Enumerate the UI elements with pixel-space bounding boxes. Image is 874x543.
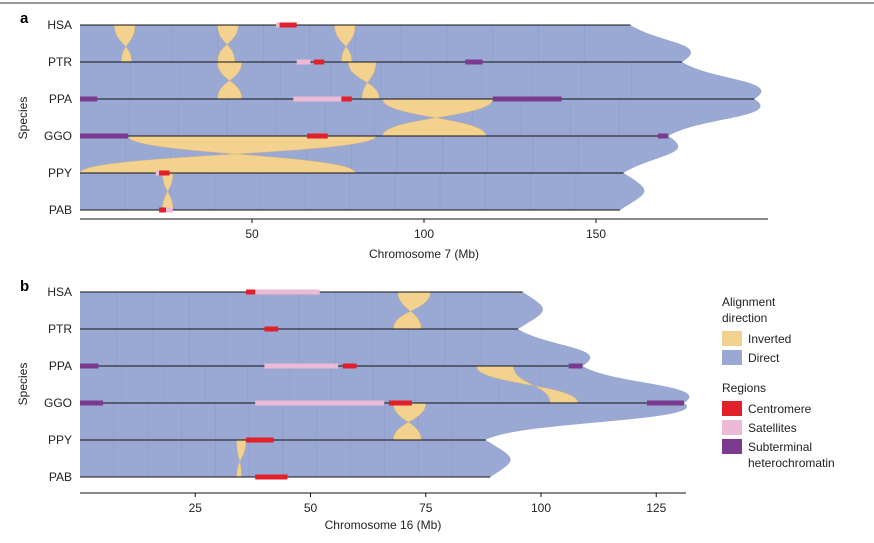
legend-subterminal-swatch (722, 439, 742, 454)
direct-ribbon (80, 99, 761, 136)
x-tick-label: 75 (419, 501, 433, 515)
species-label: PTR (48, 322, 72, 336)
centromere-region (307, 133, 328, 139)
centromere-region (159, 207, 166, 213)
subterminal-heterochromatin-region (647, 400, 684, 406)
centromere-region (159, 170, 170, 176)
legend-satellites-label: Satellites (748, 421, 797, 435)
species-label: PPY (48, 166, 72, 180)
direct-ribbon (80, 62, 762, 99)
species-label: HSA (47, 18, 72, 32)
legend-centromere-label: Centromere (748, 402, 812, 416)
legend-centromere-swatch (722, 401, 742, 416)
legend-regions-title: Regions (722, 381, 766, 395)
species-label: PPA (49, 92, 72, 106)
species-label: PTR (48, 55, 72, 69)
satellite-region (155, 170, 160, 176)
species-label: PAB (49, 470, 72, 484)
subterminal-heterochromatin-region (80, 133, 129, 139)
legend-direct-swatch (722, 350, 742, 365)
x-tick-label: 100 (414, 227, 434, 241)
centromere-region (245, 437, 274, 443)
panel-a-x-axis-title: Chromosome 7 (Mb) (369, 247, 479, 261)
panel-b-x-axis-title: Chromosome 16 (Mb) (325, 518, 442, 532)
centromere-region (341, 96, 352, 102)
legend-alignment-title-1: Alignment (722, 295, 776, 309)
subterminal-heterochromatin-region (80, 96, 98, 102)
panel-a-ribbons (79, 24, 762, 211)
subterminal-heterochromatin-region (568, 363, 583, 369)
centromere-region (313, 59, 325, 65)
panel-a-y-axis-title: Species (16, 97, 30, 140)
species-label: PPA (49, 359, 72, 373)
panel-b-tick-labels: 25 50 75 100 125 (189, 493, 667, 515)
subterminal-heterochromatin-region (80, 400, 104, 406)
legend-direct-label: Direct (748, 351, 780, 365)
x-tick-label: 25 (189, 501, 203, 515)
direct-ribbon (80, 366, 690, 403)
panel-letter-a: a (20, 10, 29, 27)
x-tick-label: 50 (245, 227, 259, 241)
direct-ribbon (80, 292, 543, 329)
species-label: GGO (44, 129, 72, 143)
panel-b-ribbons (80, 291, 690, 478)
subterminal-heterochromatin-region (465, 59, 483, 65)
legend-inverted-label: Inverted (748, 332, 791, 346)
direct-ribbon (80, 403, 687, 440)
centromere-region (388, 400, 412, 406)
panel-a-chromosomes (80, 22, 755, 213)
legend-satellites-swatch (722, 420, 742, 435)
panel-letter-b: b (20, 278, 29, 295)
satellite-region (264, 363, 339, 369)
species-label: GGO (44, 396, 72, 410)
subterminal-heterochromatin-region (492, 96, 562, 102)
species-label: HSA (47, 285, 72, 299)
panel-b-species-labels: HSA PTR PPA GGO PPY PAB (44, 285, 72, 484)
legend-subterminal-label-2: heterochromatin (748, 456, 835, 470)
centromere-region (342, 363, 357, 369)
satellite-region (255, 400, 385, 406)
direct-ribbon (80, 440, 511, 477)
satellite-region (255, 289, 320, 295)
legend-inverted-swatch (722, 331, 742, 346)
direct-ribbon (80, 173, 645, 210)
satellite-region (296, 59, 311, 65)
panel-b-y-axis-title: Species (16, 363, 30, 406)
species-label: PAB (49, 203, 72, 217)
legend: Alignment direction Inverted Direct Regi… (722, 295, 835, 470)
x-tick-label: 100 (531, 501, 551, 515)
x-tick-label: 50 (304, 501, 318, 515)
species-label: PPY (48, 433, 72, 447)
panel-a: a HSA PTR PPA GGO PPY PAB 50 100 150 Chromosome… (16, 10, 768, 261)
direct-ribbon (80, 329, 591, 366)
centromere-region (245, 289, 256, 295)
subterminal-heterochromatin-region (657, 133, 669, 139)
panel-b: b HSA PTR PPA GGO PPY PAB 25 50 75 100 125 Chromo… (16, 278, 690, 532)
centromere-region (255, 474, 288, 480)
satellite-region (166, 207, 173, 213)
panel-a-species-labels: HSA PTR PPA GGO PPY PAB (44, 18, 72, 217)
satellite-region (293, 96, 342, 102)
x-tick-label: 150 (586, 227, 606, 241)
centromere-region (264, 326, 279, 332)
centromere-region (279, 22, 297, 28)
x-tick-label: 125 (646, 501, 666, 515)
panel-a-tick-labels: 50 100 150 (245, 219, 606, 241)
panel-b-chromosomes (80, 289, 684, 480)
legend-alignment-title-2: direction (722, 311, 767, 325)
subterminal-heterochromatin-region (80, 363, 99, 369)
legend-subterminal-label-1: Subterminal (748, 440, 812, 454)
